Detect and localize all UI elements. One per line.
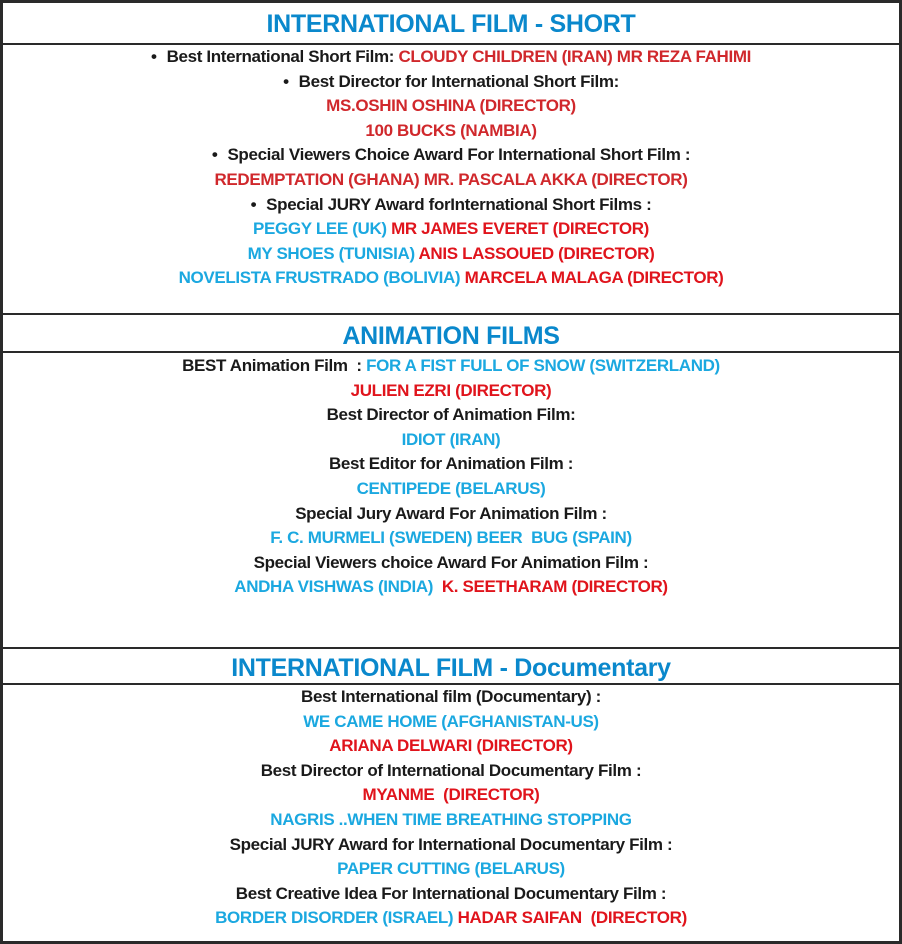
award-winner: JULIEN EZRI (DIRECTOR)	[350, 380, 552, 400]
award-winner: MS.OSHIN OSHINA (DIRECTOR)	[326, 96, 576, 116]
award-line: Best Director of International Documenta…	[3, 759, 899, 784]
award-line: BORDER DISORDER (ISRAEL) HADAR SAIFAN (D…	[3, 906, 899, 931]
award-winner: PEGGY LEE (UK)	[253, 219, 392, 239]
award-line: BEST Animation Film : FOR A FIST FULL OF…	[3, 354, 899, 379]
award-line: • Best Director for International Short F…	[3, 70, 899, 95]
section-animation-films: ANIMATION FILMS BEST Animation Film : FO…	[3, 317, 899, 649]
award-category: Best International Short Film:	[166, 47, 399, 66]
award-winner: BORDER DISORDER (ISRAEL)	[215, 908, 458, 928]
bullet-icon: •	[250, 194, 257, 214]
award-category: Best Director of Animation Film:	[326, 405, 576, 425]
award-winner: WE CAME HOME (AFGHANISTAN-US)	[303, 711, 599, 731]
award-line: ARIANA DELWARI (DIRECTOR)	[3, 734, 899, 759]
award-winner: CLOUDY CHILDREN (IRAN) MR REZA FAHIMI	[398, 47, 752, 66]
award-line: MY SHOES (TUNISIA) ANIS LASSOUED (DIRECT…	[3, 242, 899, 267]
award-line: F. C. MURMELI (SWEDEN) BEER BUG (SPAIN)	[3, 526, 899, 551]
bullet-icon: •	[211, 145, 218, 165]
award-line: Special JURY Award for International Doc…	[3, 833, 899, 858]
award-winner: NAGRIS ..WHEN TIME BREATHING STOPPING	[270, 809, 632, 829]
award-line: REDEMPTATION (GHANA) MR. PASCALA AKKA (D…	[3, 168, 899, 193]
award-line: WE CAME HOME (AFGHANISTAN-US)	[3, 710, 899, 735]
award-category: Best Director for International Short Fi…	[298, 71, 620, 91]
award-line: PEGGY LEE (UK) MR JAMES EVERET (DIRECTOR…	[3, 217, 899, 242]
award-category: Special Jury Award For Animation Film :	[295, 503, 607, 523]
award-winner: NOVELISTA FRUSTRADO (BOLIVIA)	[178, 268, 465, 288]
award-line: MS.OSHIN OSHINA (DIRECTOR)	[3, 94, 899, 119]
award-line: IDIOT (IRAN)	[3, 428, 899, 453]
award-category: Best Editor for Animation Film :	[328, 454, 574, 474]
award-line: Special Viewers choice Award For Animati…	[3, 551, 899, 576]
section-title: ANIMATION FILMS	[3, 317, 899, 353]
award-line: ANDHA VISHWAS (INDIA) K. SEETHARAM (DIRE…	[3, 575, 899, 600]
award-winner: CENTIPEDE (BELARUS)	[356, 478, 546, 498]
award-line: • Special Viewers Choice Award For Intern…	[3, 143, 899, 168]
award-winner: 100 BUCKS (NAMBIA)	[365, 120, 537, 140]
award-winner: IDIOT (IRAN)	[401, 429, 501, 449]
award-line: Best Director of Animation Film:	[3, 403, 899, 428]
award-category: Special Viewers Choice Award For Interna…	[227, 145, 691, 165]
award-line: Best Editor for Animation Film :	[3, 452, 899, 477]
section-body: BEST Animation Film : FOR A FIST FULL OF…	[3, 353, 899, 649]
award-line: CENTIPEDE (BELARUS)	[3, 477, 899, 502]
award-line: NOVELISTA FRUSTRADO (BOLIVIA) MARCELA MA…	[3, 266, 899, 291]
section-title: INTERNATIONAL FILM - SHORT	[3, 3, 899, 45]
award-line: • Special JURY Award forInternational Sho…	[3, 193, 899, 218]
award-winner: ARIANA DELWARI (DIRECTOR)	[329, 736, 573, 756]
award-line: 100 BUCKS (NAMBIA)	[3, 119, 899, 144]
award-category: Special Viewers choice Award For Animati…	[253, 552, 649, 572]
award-line: • Best International Short Film: CLOUDY C…	[3, 45, 899, 70]
bullet-icon: •	[150, 47, 157, 66]
award-line: Best Creative Idea For International Doc…	[3, 882, 899, 907]
award-line: JULIEN EZRI (DIRECTOR)	[3, 379, 899, 404]
award-winner: REDEMPTATION (GHANA) MR. PASCALA AKKA (D…	[214, 169, 688, 189]
award-category: Special JURY Award forInternational Shor…	[266, 194, 652, 214]
bullet-icon: •	[283, 71, 289, 91]
award-winner: K. SEETHARAM (DIRECTOR)	[441, 577, 668, 597]
section-international-documentary: INTERNATIONAL FILM - Documentary Best In…	[3, 649, 899, 941]
award-winner: MYANME (DIRECTOR)	[362, 785, 540, 805]
award-category: Best Creative Idea For International Doc…	[235, 883, 667, 903]
award-line: MYANME (DIRECTOR)	[3, 783, 899, 808]
award-winner: MR JAMES EVERET (DIRECTOR)	[391, 219, 649, 239]
section-title: INTERNATIONAL FILM - Documentary	[3, 649, 899, 685]
section-body: Best International film (Documentary) : W…	[3, 685, 899, 941]
award-line: Best International film (Documentary) :	[3, 685, 899, 710]
award-winner: ANDHA VISHWAS (INDIA)	[234, 577, 442, 597]
award-line: Special Jury Award For Animation Film :	[3, 502, 899, 527]
award-category: Special JURY Award for International Doc…	[229, 834, 673, 854]
award-winner: ANIS LASSOUED (DIRECTOR)	[418, 243, 655, 263]
award-category: Best International film (Documentary) :	[301, 687, 601, 706]
award-category: BEST Animation Film :	[182, 356, 367, 375]
section-body: • Best International Short Film: CLOUDY C…	[3, 45, 899, 315]
award-winner: PAPER CUTTING (BELARUS)	[337, 859, 565, 879]
award-category: Best Director of International Documenta…	[260, 760, 642, 780]
award-line: NAGRIS ..WHEN TIME BREATHING STOPPING	[3, 808, 899, 833]
award-winner: F. C. MURMELI (SWEDEN) BEER BUG (SPAIN)	[270, 528, 632, 548]
award-winner: MY SHOES (TUNISIA)	[247, 243, 419, 263]
award-winner: FOR A FIST FULL OF SNOW (SWITZERLAND)	[366, 356, 720, 375]
award-winner: MARCELA MALAGA (DIRECTOR)	[464, 268, 724, 288]
award-winner: HADAR SAIFAN (DIRECTOR)	[457, 908, 688, 928]
award-line: PAPER CUTTING (BELARUS)	[3, 857, 899, 882]
section-international-short: INTERNATIONAL FILM - SHORT • Best Interna…	[3, 3, 899, 315]
